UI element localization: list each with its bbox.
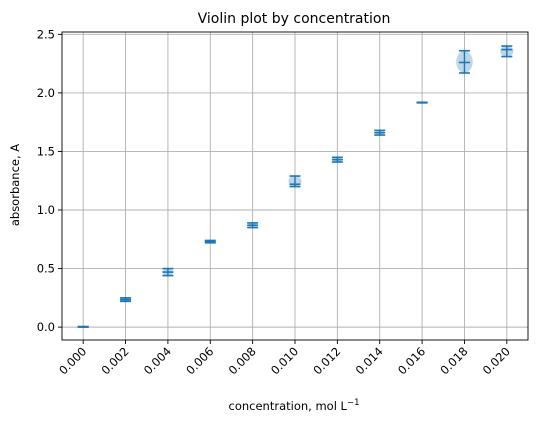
x-tick-label: 0.000 [56,344,89,377]
x-tick-label: 0.020 [480,344,513,377]
x-axis: 0.000 0.002 0.004 0.006 0.008 0.010 0.012 0.014… [56,340,513,377]
x-tick-label: 0.006 [183,344,216,377]
x-tick-label: 0.008 [226,344,259,377]
x-tick-label: 0.018 [437,344,470,377]
x-tick-label: 0.002 [98,344,131,377]
x-tick-label: 0.012 [310,344,343,377]
chart-title: Violin plot by concentration [198,11,391,27]
violins [77,45,514,329]
y-tick-label: 2.0 [37,86,55,100]
x-tick-label: 0.014 [353,344,386,377]
x-axis-label: concentration, mol L−1 [229,398,360,413]
x-tick-label: 0.004 [141,344,174,377]
x-tick-label: 0.016 [395,344,428,377]
y-tick-label: 1.5 [37,144,55,158]
y-tick-label: 1.0 [37,203,55,217]
y-tick-label: 2.5 [37,27,55,41]
grid [62,32,528,340]
y-axis-label: absorbance, A [8,144,22,226]
y-tick-label: 0.0 [37,320,55,334]
y-axis: 0.0 0.5 1.0 1.5 2.0 2.5 [37,27,62,334]
x-tick-label: 0.010 [268,344,301,377]
y-tick-label: 0.5 [37,262,55,276]
